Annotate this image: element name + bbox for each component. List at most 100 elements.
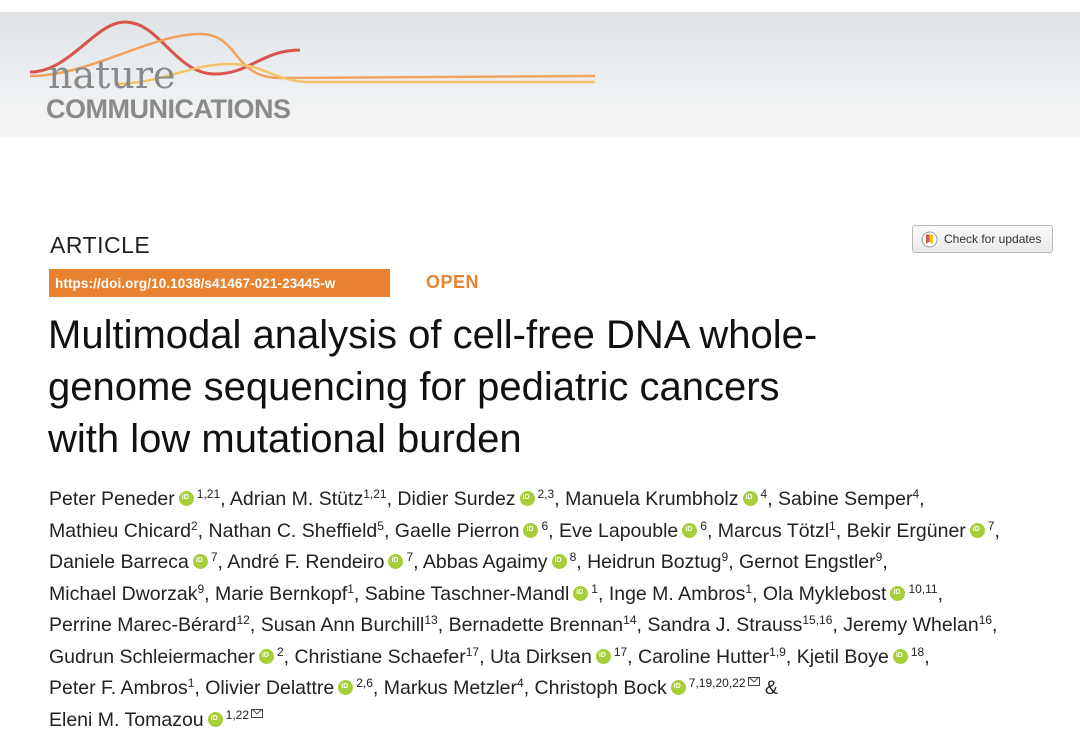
author-name[interactable]: Gudrun Schleiermacher [49,646,255,668]
author-name[interactable]: Kjetil Boye [797,646,889,668]
orcid-icon[interactable] [893,649,908,664]
crossmark-icon [921,231,938,248]
author-name[interactable]: Sabine Taschner-Mandl [365,583,570,605]
author-name[interactable]: Michael Dworzak [49,583,197,605]
author-name[interactable]: Jeremy Whelan [843,614,978,636]
affiliation-superscript: 1,21 [197,487,220,501]
author-name[interactable]: Markus Metzler [384,677,517,699]
author-separator: , [387,488,398,510]
affiliation-superscript: 2 [277,645,284,659]
author-separator: , [218,551,228,573]
author-name[interactable]: Bekir Ergüner [847,520,966,542]
orcid-icon[interactable] [743,491,758,506]
author-line: Michael Dworzak9, Marie Bernkopf1, Sabin… [49,579,1069,611]
author-name[interactable]: Inge M. Ambros [609,583,746,605]
author-name[interactable]: Bernadette Brennan [449,614,624,636]
author-name[interactable]: Daniele Barreca [49,551,189,573]
author-name[interactable]: Adrian M. Stütz [230,488,363,510]
orcid-icon[interactable] [259,649,274,664]
author-name[interactable]: Abbas Agaimy [423,551,548,573]
author-name[interactable]: Eleni M. Tomazou [49,709,204,731]
orcid-icon[interactable] [890,586,905,601]
article-title: Multimodal analysis of cell-free DNA who… [48,309,1048,465]
affiliation-superscript: 17 [614,645,627,659]
doi-link[interactable]: https://doi.org/10.1038/s41467-021-23445… [49,269,390,297]
author-name[interactable]: Mathieu Chicard [49,520,191,542]
affiliation-superscript: 5 [377,519,384,533]
author-name[interactable]: Didier Surdez [397,488,515,510]
orcid-icon[interactable] [682,523,697,538]
author-separator: , [919,488,924,510]
author-name[interactable]: Gaelle Pierron [395,520,520,542]
orcid-icon[interactable] [671,680,686,695]
author-separator: , [548,520,559,542]
journal-banner: nature COMMUNICATIONS [0,12,1080,138]
author-separator: , [479,646,490,668]
author-name[interactable]: Manuela Krumbholz [565,488,738,510]
author-name[interactable]: Christiane Schaefer [294,646,465,668]
orcid-icon[interactable] [193,554,208,569]
author-separator: , [707,520,718,542]
envelope-icon[interactable] [251,709,263,718]
orcid-icon[interactable] [338,680,353,695]
check-for-updates-label: Check for updates [944,232,1041,246]
title-line: genome sequencing for pediatric cancers [48,361,1048,413]
author-name[interactable]: Heidrun Boztug [587,551,721,573]
affiliation-superscript: 1 [591,582,598,596]
author-separator: , [204,583,215,605]
author-name[interactable]: Nathan C. Sheffield [209,520,378,542]
open-access-label: OPEN [426,272,479,293]
logo-wordmark-nature[interactable]: nature [48,56,176,94]
author-name[interactable]: Olivier Delattre [205,677,334,699]
affiliation-superscript: 1,22 [226,708,249,722]
orcid-icon[interactable] [573,586,588,601]
author-name[interactable]: Ola Myklebost [763,583,887,605]
orcid-icon[interactable] [388,554,403,569]
orcid-icon[interactable] [520,491,535,506]
author-separator: , [786,646,797,668]
author-name[interactable]: Uta Dirksen [490,646,592,668]
author-separator: , [373,677,384,699]
author-name[interactable]: Peter F. Ambros [49,677,188,699]
author-separator: , [728,551,739,573]
author-name[interactable]: André F. Rendeiro [227,551,384,573]
author-name[interactable]: Marcus Tötzl [718,520,829,542]
author-name[interactable]: Gernot Engstler [739,551,876,573]
author-name[interactable]: Marie Bernkopf [215,583,347,605]
orcid-icon[interactable] [970,523,985,538]
author-separator: , [284,646,295,668]
affiliation-superscript: 4 [517,676,524,690]
affiliation-superscript: 15,16 [802,613,832,627]
author-separator: , [384,520,395,542]
author-name[interactable]: Eve Lapouble [559,520,678,542]
author-line: Mathieu Chicard2, Nathan C. Sheffield5, … [49,516,1069,548]
author-separator: , [767,488,778,510]
author-separator: , [598,583,609,605]
author-separator: , [438,614,449,636]
author-separator: , [752,583,763,605]
author-line: Eleni M. Tomazou 1,22 [49,705,1069,736]
author-name[interactable]: Christoph Bock [535,677,667,699]
orcid-icon[interactable] [523,523,538,538]
orcid-icon[interactable] [552,554,567,569]
author-name[interactable]: Sandra J. Strauss [647,614,802,636]
author-separator: , [994,520,999,542]
author-name[interactable]: Susan Ann Burchill [261,614,425,636]
author-name[interactable]: Caroline Hutter [638,646,769,668]
affiliation-superscript: 2,6 [356,676,373,690]
check-for-updates-button[interactable]: Check for updates [912,225,1053,253]
author-separator: , [882,551,887,573]
orcid-icon[interactable] [179,491,194,506]
affiliation-superscript: 14 [623,613,636,627]
orcid-icon[interactable] [596,649,611,664]
affiliation-superscript: 1 [347,582,354,596]
logo-wordmark-communications[interactable]: COMMUNICATIONS [46,96,290,123]
envelope-icon[interactable] [748,677,760,686]
article-type-label: ARTICLE [50,232,150,259]
author-name[interactable]: Peter Peneder [49,488,175,510]
author-name[interactable]: Sabine Semper [778,488,912,510]
orcid-icon[interactable] [208,712,223,727]
author-separator: , [220,488,230,510]
affiliation-superscript: 12 [236,613,249,627]
author-name[interactable]: Perrine Marec-Bérard [49,614,236,636]
